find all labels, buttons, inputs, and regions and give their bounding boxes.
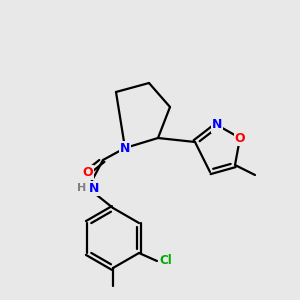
Text: O: O — [83, 166, 93, 178]
Text: Cl: Cl — [160, 254, 172, 268]
Text: O: O — [235, 131, 245, 145]
Text: N: N — [89, 182, 99, 194]
Text: N: N — [212, 118, 222, 131]
Text: H: H — [77, 183, 87, 193]
Text: N: N — [120, 142, 130, 154]
